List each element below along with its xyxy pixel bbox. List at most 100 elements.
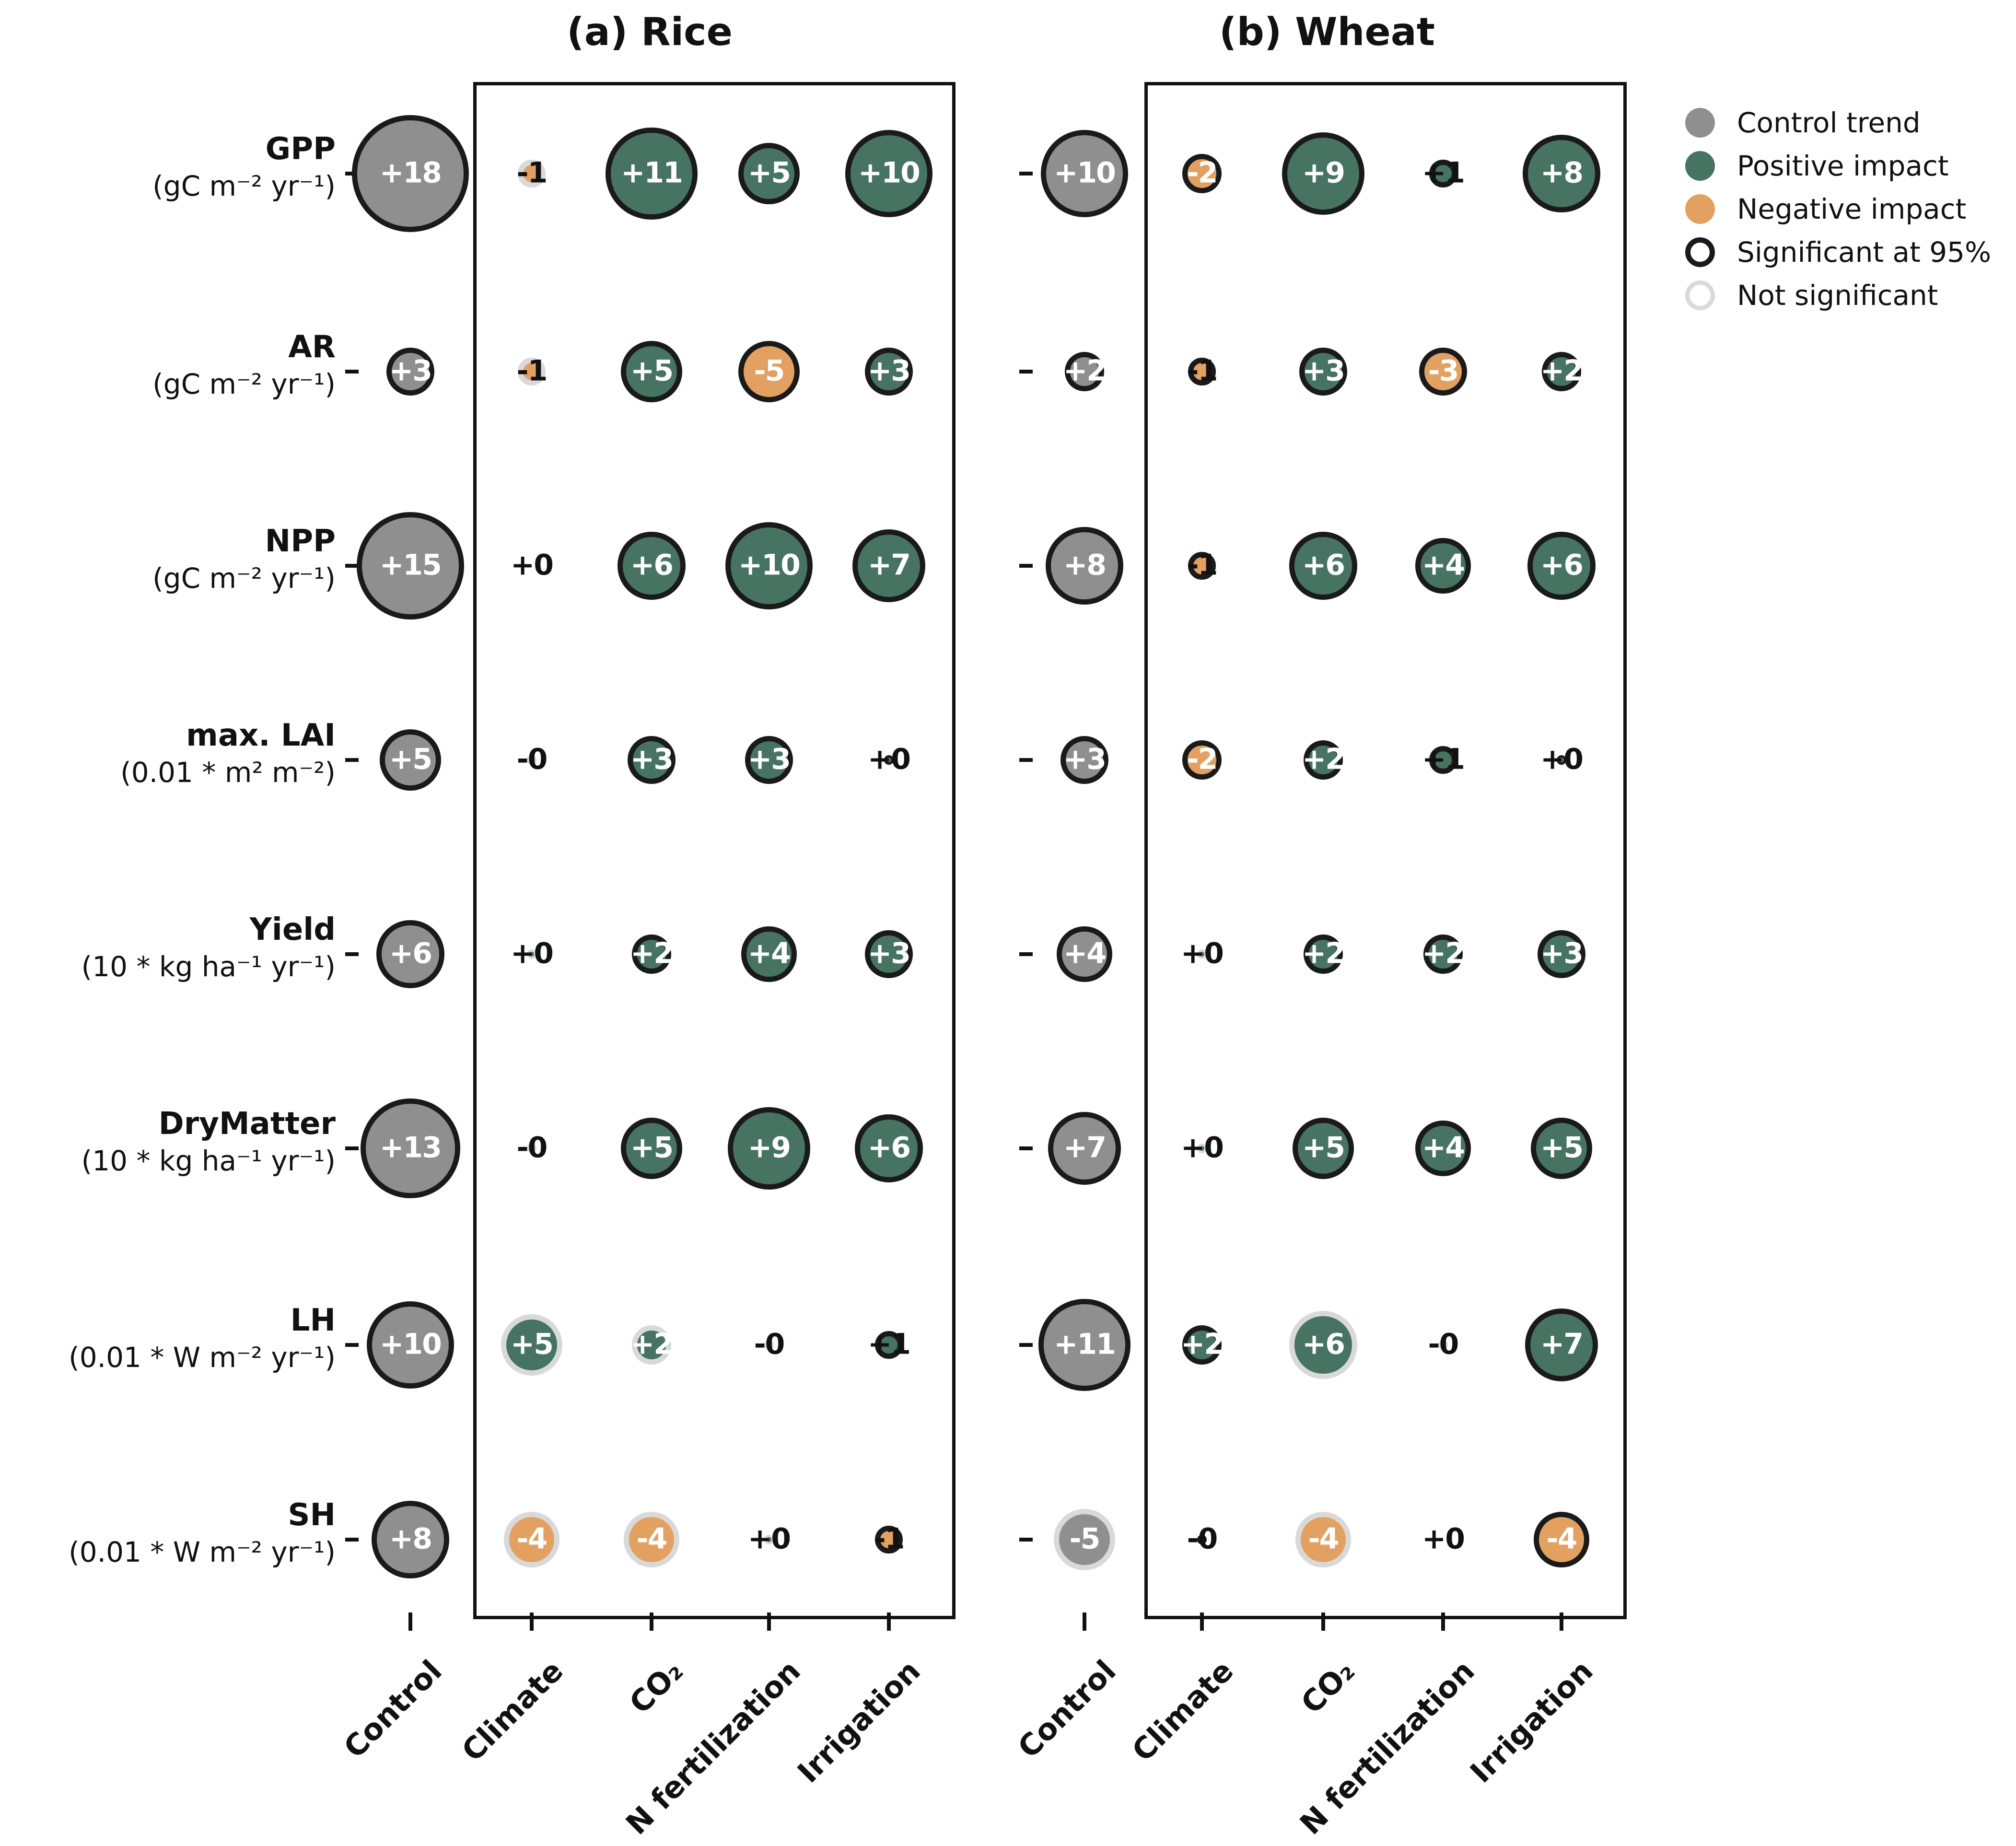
y-axis-tick bbox=[1019, 952, 1033, 956]
bubble-a-AR-1 bbox=[518, 358, 546, 386]
bubble-b-max. LAI-4 bbox=[1557, 755, 1566, 765]
bubble-a-SH-4 bbox=[875, 1526, 903, 1554]
bubble-value-label: +3 bbox=[1063, 742, 1107, 776]
bubble-b-max. LAI-3 bbox=[1429, 746, 1457, 774]
bubble-a-NPP-0 bbox=[357, 512, 464, 619]
bubble-value-label: +7 bbox=[867, 548, 911, 582]
bubble-a-SH-3 bbox=[764, 1535, 774, 1544]
x-axis-label-control: Control bbox=[1011, 1653, 1123, 1765]
bubble-value-label: -0 bbox=[1428, 1327, 1459, 1361]
bubble-value-label: +4 bbox=[1063, 936, 1107, 970]
bubble-value-label: +2 bbox=[630, 1327, 674, 1361]
bubble-value-label: -4 bbox=[1308, 1522, 1340, 1556]
x-axis-tick bbox=[887, 1612, 891, 1631]
bubble-value-label: +1 bbox=[1422, 156, 1465, 190]
bubble-a-max. LAI-3 bbox=[745, 736, 793, 784]
bubble-a-NPP-3 bbox=[725, 522, 813, 610]
x-axis-label-co-: CO₂ bbox=[622, 1653, 690, 1721]
negative-impact-marker-icon bbox=[1685, 194, 1715, 224]
x-axis-tick bbox=[1560, 1612, 1563, 1631]
legend-label: Positive impact bbox=[1737, 150, 1949, 182]
bubble-b-max. LAI-1 bbox=[1182, 740, 1222, 780]
row-label-unit: (0.01 * W m⁻² yr⁻¹) bbox=[69, 1536, 336, 1568]
bubble-value-label: +3 bbox=[867, 936, 911, 970]
bubble-value-label: -0 bbox=[516, 1131, 548, 1165]
bubble-b-DryMatter-1 bbox=[1197, 1144, 1207, 1153]
bubble-a-SH-1 bbox=[504, 1512, 559, 1567]
bubble-a-LH-0 bbox=[366, 1301, 454, 1389]
panel-a-title: (a) Rice bbox=[567, 10, 733, 54]
control-trend-marker-icon bbox=[1685, 108, 1715, 138]
x-axis-tick bbox=[767, 1612, 771, 1631]
bubble-a-NPP-4 bbox=[852, 529, 926, 603]
bubble-value-label: +7 bbox=[1540, 1327, 1584, 1361]
bubble-value-label: +8 bbox=[1063, 548, 1107, 582]
legend-label: Not significant bbox=[1737, 279, 1938, 312]
x-axis-label-co-: CO₂ bbox=[1294, 1653, 1362, 1721]
bubble-value-label: +5 bbox=[510, 1327, 554, 1361]
bubble-a-Yield-4 bbox=[865, 930, 913, 978]
bubble-b-NPP-0 bbox=[1045, 526, 1124, 605]
bubble-value-label: +7 bbox=[1063, 1131, 1107, 1165]
bubble-b-Yield-4 bbox=[1538, 930, 1585, 978]
bubble-value-label: -0 bbox=[1187, 1522, 1218, 1556]
bubble-value-label: +5 bbox=[389, 742, 432, 776]
bubble-value-label: +10 bbox=[858, 156, 921, 190]
x-axis-tick bbox=[530, 1612, 534, 1631]
row-label-name: max. LAI bbox=[186, 718, 336, 753]
bubble-value-label: -4 bbox=[516, 1522, 548, 1556]
x-axis-label-irrigation: Irrigation bbox=[1463, 1653, 1600, 1790]
y-axis-tick bbox=[1019, 172, 1033, 175]
row-label-name: Yield bbox=[249, 912, 336, 947]
bubble-value-label: +4 bbox=[747, 936, 791, 970]
bubble-value-label: +8 bbox=[1540, 156, 1584, 190]
bubble-b-AR-1 bbox=[1188, 358, 1216, 386]
y-axis-tick bbox=[345, 1538, 359, 1542]
bubble-b-SH-4 bbox=[1534, 1512, 1589, 1567]
bubble-a-GPP-1 bbox=[518, 160, 546, 187]
bubble-value-label: +2 bbox=[1302, 742, 1345, 776]
bubble-value-label: +10 bbox=[738, 548, 801, 582]
bubble-value-label: +8 bbox=[389, 1522, 432, 1556]
legend-item: Negative impact bbox=[1685, 193, 1966, 225]
row-label-name: NPP bbox=[265, 524, 336, 559]
bubble-b-SH-1 bbox=[1197, 1535, 1207, 1544]
x-axis-tick bbox=[408, 1612, 412, 1631]
bubble-value-label: +3 bbox=[630, 742, 674, 776]
bubble-value-label: -0 bbox=[754, 1327, 785, 1361]
bubble-value-label: +6 bbox=[389, 936, 432, 970]
bubble-b-GPP-2 bbox=[1282, 132, 1365, 215]
bubble-value-label: +6 bbox=[1302, 548, 1345, 582]
bubble-b-DryMatter-0 bbox=[1048, 1111, 1121, 1185]
bubble-a-AR-0 bbox=[386, 348, 434, 396]
bubble-value-label: +4 bbox=[1422, 548, 1465, 582]
bubble-b-max. LAI-2 bbox=[1304, 740, 1343, 780]
bubble-b-Yield-0 bbox=[1057, 926, 1112, 982]
row-label-unit: (10 * kg ha⁻¹ yr⁻¹) bbox=[81, 950, 336, 983]
bubble-b-AR-3 bbox=[1419, 348, 1467, 396]
y-axis-tick bbox=[1019, 1538, 1033, 1542]
bubble-b-GPP-0 bbox=[1040, 129, 1129, 218]
bubble-value-label: +2 bbox=[1540, 354, 1584, 388]
bubble-b-LH-1 bbox=[1182, 1325, 1222, 1365]
bubble-a-LH-3 bbox=[764, 1340, 774, 1350]
x-axis-tick bbox=[650, 1612, 653, 1631]
bubble-value-label: +0 bbox=[1540, 742, 1584, 776]
y-axis-tick bbox=[1019, 564, 1033, 568]
bubble-b-max. LAI-0 bbox=[1060, 736, 1108, 784]
bubble-a-LH-2 bbox=[632, 1325, 671, 1365]
bubble-b-DryMatter-2 bbox=[1292, 1117, 1354, 1180]
bubble-value-label: -1 bbox=[516, 354, 548, 388]
bubble-value-label: -2 bbox=[1187, 156, 1218, 190]
bubble-value-label: -5 bbox=[1069, 1522, 1101, 1556]
bubble-value-label: -1 bbox=[874, 1522, 905, 1556]
bubble-b-DryMatter-3 bbox=[1415, 1121, 1471, 1176]
bubble-b-AR-0 bbox=[1065, 352, 1104, 391]
bubble-value-label: +15 bbox=[380, 548, 442, 582]
bubble-b-GPP-4 bbox=[1522, 134, 1601, 213]
y-axis-tick bbox=[1019, 1146, 1033, 1150]
bubble-value-label: +11 bbox=[621, 156, 683, 190]
not-significant-ring-icon bbox=[1685, 280, 1715, 310]
bubble-value-label: +5 bbox=[747, 156, 791, 190]
bubble-value-label: +0 bbox=[867, 742, 911, 776]
